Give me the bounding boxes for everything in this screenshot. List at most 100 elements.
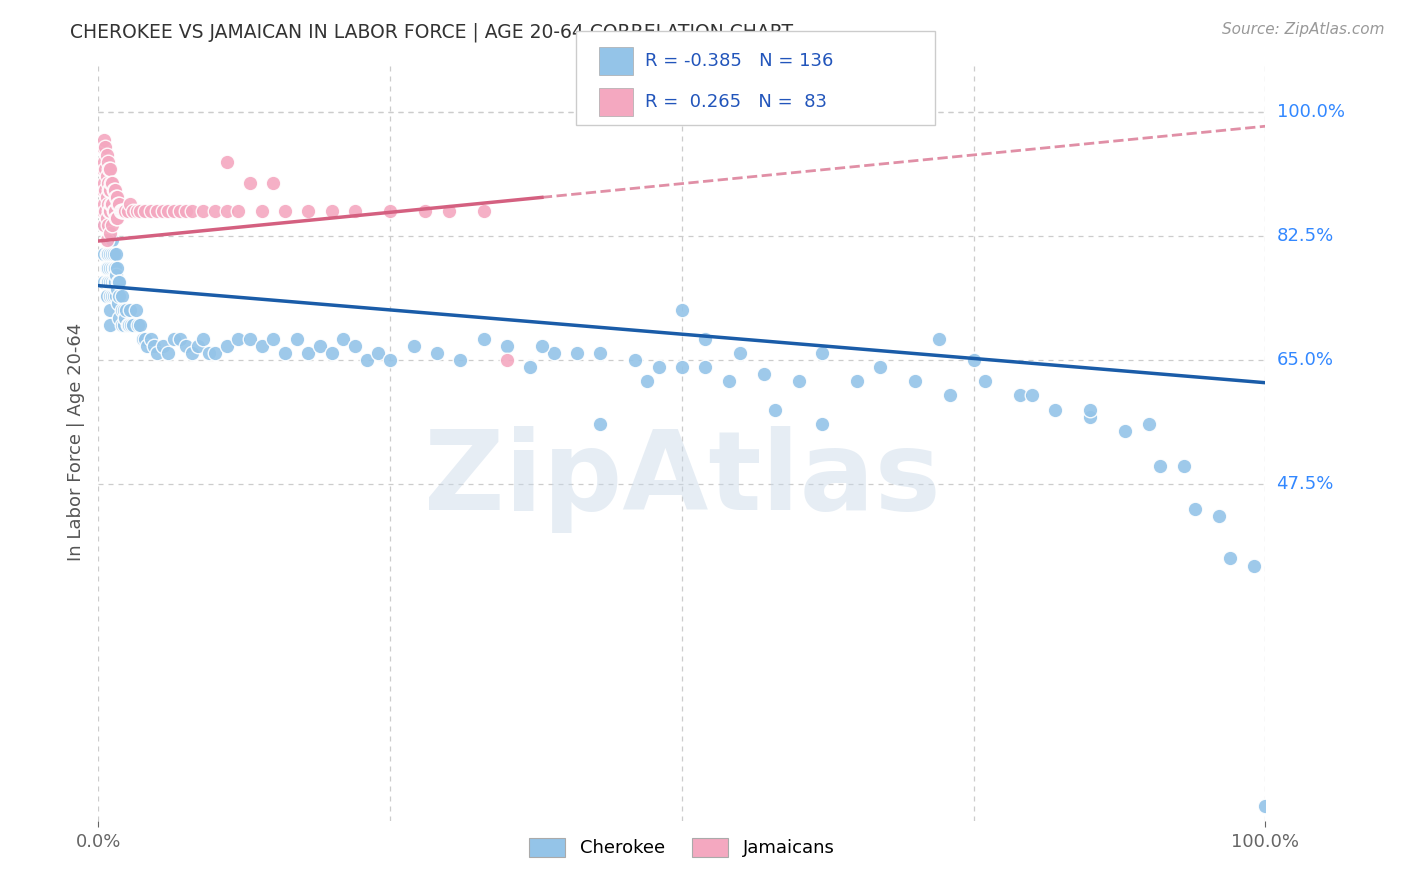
Point bbox=[108, 197, 131, 211]
Point bbox=[117, 318, 139, 332]
Point bbox=[169, 204, 191, 219]
Point bbox=[96, 233, 118, 247]
Point bbox=[98, 318, 121, 332]
Point bbox=[93, 219, 115, 233]
Point bbox=[187, 339, 209, 353]
Point bbox=[695, 360, 717, 375]
Point bbox=[101, 176, 124, 190]
Point bbox=[787, 374, 810, 388]
Point bbox=[962, 353, 984, 368]
Point bbox=[104, 289, 127, 303]
Point bbox=[118, 197, 141, 211]
Point bbox=[111, 204, 134, 219]
Point bbox=[1010, 388, 1032, 402]
Point bbox=[846, 374, 869, 388]
Point bbox=[332, 332, 354, 346]
Point bbox=[321, 204, 343, 219]
Point bbox=[204, 204, 226, 219]
Point bbox=[90, 204, 112, 219]
Point bbox=[262, 332, 284, 346]
Point bbox=[129, 204, 152, 219]
Point bbox=[98, 204, 121, 219]
Point bbox=[174, 339, 197, 353]
Point bbox=[380, 353, 402, 368]
Point bbox=[239, 332, 262, 346]
Point bbox=[91, 161, 114, 176]
Point bbox=[152, 204, 174, 219]
Point bbox=[811, 417, 834, 431]
Point bbox=[122, 318, 145, 332]
Point bbox=[93, 154, 115, 169]
Point bbox=[112, 204, 135, 219]
Point bbox=[437, 204, 460, 219]
Point bbox=[157, 204, 180, 219]
Text: 82.5%: 82.5% bbox=[1277, 227, 1334, 245]
Point bbox=[118, 318, 141, 332]
Point bbox=[98, 233, 121, 247]
Point bbox=[105, 260, 128, 275]
Point bbox=[98, 260, 121, 275]
Text: ZipAtlas: ZipAtlas bbox=[423, 426, 941, 533]
Text: 65.0%: 65.0% bbox=[1277, 351, 1333, 369]
Point bbox=[105, 282, 128, 296]
Point bbox=[163, 204, 186, 219]
Point bbox=[96, 233, 118, 247]
Text: CHEROKEE VS JAMAICAN IN LABOR FORCE | AGE 20-64 CORRELATION CHART: CHEROKEE VS JAMAICAN IN LABOR FORCE | AG… bbox=[70, 22, 793, 42]
Point bbox=[472, 332, 495, 346]
Point bbox=[114, 310, 136, 325]
Text: 100.0%: 100.0% bbox=[1277, 103, 1344, 121]
Point bbox=[1080, 409, 1102, 424]
Point bbox=[104, 183, 127, 197]
Point bbox=[98, 289, 121, 303]
Point bbox=[96, 246, 118, 260]
Point bbox=[671, 360, 693, 375]
Point bbox=[101, 260, 124, 275]
Point bbox=[146, 346, 169, 360]
Point bbox=[163, 332, 186, 346]
Point bbox=[939, 388, 962, 402]
Legend: Cherokee, Jamaicans: Cherokee, Jamaicans bbox=[522, 830, 842, 864]
Point bbox=[198, 346, 221, 360]
Point bbox=[1184, 501, 1206, 516]
Point bbox=[239, 176, 262, 190]
Point bbox=[730, 346, 752, 360]
Point bbox=[426, 346, 449, 360]
Point bbox=[117, 204, 139, 219]
Point bbox=[97, 260, 120, 275]
Point bbox=[1021, 388, 1043, 402]
Point bbox=[111, 204, 134, 219]
Point bbox=[367, 346, 389, 360]
Point bbox=[97, 176, 120, 190]
Point bbox=[1045, 402, 1067, 417]
Point bbox=[96, 260, 118, 275]
Point bbox=[974, 374, 997, 388]
Point bbox=[132, 332, 155, 346]
Point bbox=[96, 275, 118, 289]
Point bbox=[1080, 402, 1102, 417]
Point bbox=[96, 169, 118, 183]
Point bbox=[94, 140, 117, 154]
Point bbox=[763, 402, 786, 417]
Point bbox=[1243, 558, 1265, 573]
Point bbox=[1254, 799, 1277, 814]
Point bbox=[107, 197, 129, 211]
Point bbox=[104, 190, 127, 204]
Point bbox=[519, 360, 541, 375]
Point bbox=[103, 183, 125, 197]
Point bbox=[97, 154, 120, 169]
Point bbox=[111, 303, 134, 318]
Point bbox=[101, 275, 124, 289]
Point bbox=[108, 275, 131, 289]
Text: 47.5%: 47.5% bbox=[1277, 475, 1334, 493]
Point bbox=[215, 339, 238, 353]
Point bbox=[112, 318, 135, 332]
Point bbox=[103, 246, 125, 260]
Point bbox=[193, 204, 215, 219]
Point bbox=[1149, 459, 1171, 474]
Point bbox=[96, 147, 118, 161]
Point bbox=[98, 226, 121, 240]
Point bbox=[90, 161, 112, 176]
Point bbox=[344, 204, 367, 219]
Point bbox=[344, 339, 367, 353]
Point bbox=[97, 204, 120, 219]
